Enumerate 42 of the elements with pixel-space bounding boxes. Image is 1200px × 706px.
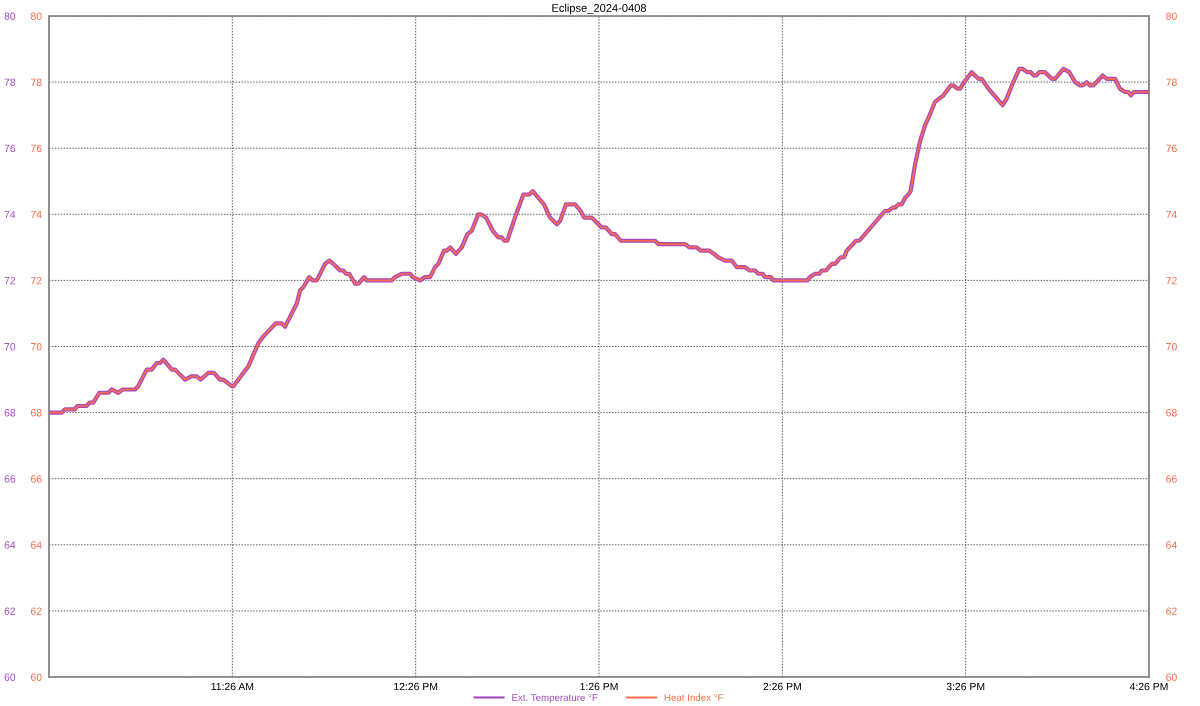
y3-tick-label: 80 bbox=[4, 12, 16, 20]
y-tick-label: 72 bbox=[31, 276, 42, 285]
y3-tick-label: 64 bbox=[4, 541, 16, 549]
y-tick-label: 62 bbox=[31, 607, 42, 615]
y3-tick-label: 66 bbox=[4, 475, 16, 483]
y-tick-label: 70 bbox=[31, 343, 42, 351]
x-tick-label: 11:26 AM bbox=[211, 682, 254, 691]
y-tick-label: 68 bbox=[31, 409, 42, 417]
y2-tick-label: 76 bbox=[1166, 144, 1177, 153]
chart-title: Eclipse_2024-0408 bbox=[552, 3, 647, 15]
y2-tick-label: 70 bbox=[1166, 343, 1177, 351]
y-tick-label: 64 bbox=[31, 541, 42, 549]
y2-tick-label: 78 bbox=[1166, 78, 1177, 86]
x-tick-label: 3:26 PM bbox=[946, 682, 985, 691]
x-tick-label: 4:26 PM bbox=[1129, 682, 1168, 691]
y2-tick-label: 66 bbox=[1166, 475, 1177, 483]
legend-label: Ext. Temperature °F bbox=[512, 694, 598, 703]
y3-tick-label: 70 bbox=[4, 343, 16, 351]
y3-tick-label: 76 bbox=[4, 144, 16, 153]
y3-tick-label: 62 bbox=[4, 607, 16, 615]
y2-tick-label: 62 bbox=[1166, 607, 1177, 615]
y-tick-label: 76 bbox=[31, 144, 42, 153]
y-tick-label: 60 bbox=[31, 673, 42, 681]
x-tick-label: 1:26 PM bbox=[580, 682, 618, 691]
y3-tick-label: 60 bbox=[4, 673, 16, 681]
y2-tick-label: 80 bbox=[1166, 12, 1177, 20]
y-tick-label: 78 bbox=[31, 78, 42, 86]
y2-tick-label: 64 bbox=[1166, 541, 1177, 549]
legend-label: Heat Index °F bbox=[664, 693, 724, 701]
y3-tick-label: 68 bbox=[4, 409, 16, 417]
y2-tick-label: 60 bbox=[1166, 673, 1177, 681]
y2-tick-label: 74 bbox=[1166, 210, 1177, 219]
y2-tick-label: 72 bbox=[1166, 276, 1177, 285]
y-tick-label: 74 bbox=[31, 210, 42, 219]
y3-tick-label: 74 bbox=[4, 210, 16, 219]
y3-tick-label: 72 bbox=[4, 276, 16, 285]
x-tick-label: 2:26 PM bbox=[763, 682, 801, 691]
y3-tick-label: 78 bbox=[4, 78, 16, 86]
y-tick-label: 66 bbox=[31, 475, 42, 483]
y-tick-label: 80 bbox=[30, 12, 42, 20]
x-tick-label: 12:26 PM bbox=[394, 682, 438, 691]
y2-tick-label: 68 bbox=[1166, 409, 1177, 417]
